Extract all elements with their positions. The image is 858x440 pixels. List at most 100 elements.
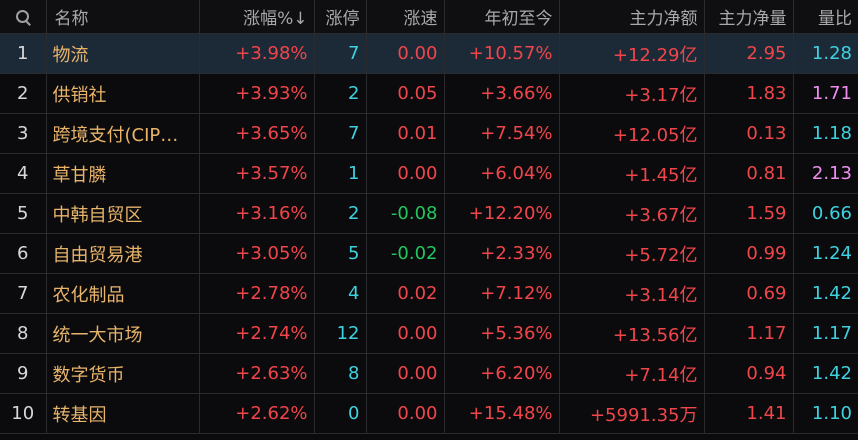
table-header-row: 名称 涨幅%↓ 涨停 涨速 年初至今 主力净额 主力净量 量比 <box>0 0 858 34</box>
main-net-cell: +5991.35万 <box>559 393 705 434</box>
speed-cell: 0.00 <box>366 393 445 434</box>
table-row[interactable]: 5 中韩自贸区 +3.16% 2 -0.08 +12.20% +3.67亿 1.59 0.66 <box>0 193 858 234</box>
main-net-ratio-cell: 2.95 <box>704 33 794 74</box>
speed-cell: 0.00 <box>366 353 445 394</box>
sector-name: 供销社 <box>46 73 200 114</box>
ytd-cell: +12.20% <box>444 193 560 234</box>
volume-ratio-cell: 1.18 <box>793 113 858 154</box>
row-index: 3 <box>0 113 47 154</box>
limit-up-count-cell: 12 <box>314 313 367 354</box>
table-body: 1 物流 +3.98% 7 0.00 +10.57% +12.29亿 2.95 1.28 2 供销社… <box>0 33 858 434</box>
main-net-cell: +3.17亿 <box>559 73 705 114</box>
table-row[interactable]: 1 物流 +3.98% 7 0.00 +10.57% +12.29亿 2.95 1.28 <box>0 33 858 74</box>
change-pct-cell: +3.98% <box>199 33 315 74</box>
ytd-cell: +5.36% <box>444 313 560 354</box>
main-net-ratio-cell: 1.17 <box>704 313 794 354</box>
main-net-cell: +3.14亿 <box>559 273 705 314</box>
limit-up-count-cell: 4 <box>314 273 367 314</box>
volume-ratio-cell: 2.13 <box>793 153 858 194</box>
column-header-limit-up[interactable]: 涨停 <box>314 0 367 34</box>
table-row[interactable]: 10 转基因 +2.62% 0 0.00 +15.48% +5991.35万 1.41 1.10 <box>0 393 858 434</box>
sector-name: 农化制品 <box>46 273 200 314</box>
table-row[interactable]: 4 草甘膦 +3.57% 1 0.00 +6.04% +1.45亿 0.81 2.13 <box>0 153 858 194</box>
row-index: 1 <box>0 33 47 74</box>
column-header-ytd[interactable]: 年初至今 <box>444 0 560 34</box>
table-row[interactable]: 6 自由贸易港 +3.05% 5 -0.02 +2.33% +5.72亿 0.99 1.24 <box>0 233 858 274</box>
table-row[interactable]: 3 跨境支付(CIP… +3.65% 7 0.01 +7.54% +12.05亿 0.13 1.… <box>0 113 858 154</box>
sector-name: 自由贸易港 <box>46 233 200 274</box>
sector-name: 跨境支付(CIP… <box>46 113 200 154</box>
main-net-ratio-cell: 1.59 <box>704 193 794 234</box>
limit-up-count-cell: 1 <box>314 153 367 194</box>
main-net-ratio-cell: 0.69 <box>704 273 794 314</box>
speed-cell: 0.02 <box>366 273 445 314</box>
main-net-cell: +12.05亿 <box>559 113 705 154</box>
column-header-main-net[interactable]: 主力净额 <box>559 0 705 34</box>
volume-ratio-cell: 1.28 <box>793 33 858 74</box>
table-row[interactable]: 7 农化制品 +2.78% 4 0.02 +7.12% +3.14亿 0.69 1.42 <box>0 273 858 314</box>
search-button[interactable] <box>0 0 47 34</box>
main-net-cell: +7.14亿 <box>559 353 705 394</box>
ytd-cell: +6.04% <box>444 153 560 194</box>
limit-up-count-cell: 2 <box>314 73 367 114</box>
main-net-ratio-cell: 0.94 <box>704 353 794 394</box>
ytd-cell: +10.57% <box>444 33 560 74</box>
change-pct-cell: +3.65% <box>199 113 315 154</box>
table-row[interactable]: 8 统一大市场 +2.74% 12 0.00 +5.36% +13.56亿 1.17 1.17 <box>0 313 858 354</box>
ytd-cell: +7.54% <box>444 113 560 154</box>
change-pct-cell: +3.05% <box>199 233 315 274</box>
speed-cell: -0.02 <box>366 233 445 274</box>
change-pct-cell: +2.62% <box>199 393 315 434</box>
speed-cell: -0.08 <box>366 193 445 234</box>
volume-ratio-cell: 1.24 <box>793 233 858 274</box>
search-icon <box>15 9 31 26</box>
limit-up-count-cell: 7 <box>314 113 367 154</box>
row-index: 8 <box>0 313 47 354</box>
sector-name: 草甘膦 <box>46 153 200 194</box>
sector-name: 物流 <box>46 33 200 74</box>
sector-name: 数字货币 <box>46 353 200 394</box>
row-index: 10 <box>0 393 47 434</box>
column-header-name[interactable]: 名称 <box>46 0 200 34</box>
main-net-cell: +1.45亿 <box>559 153 705 194</box>
ytd-cell: +7.12% <box>444 273 560 314</box>
row-index: 5 <box>0 193 47 234</box>
ytd-cell: +6.20% <box>444 353 560 394</box>
speed-cell: 0.00 <box>366 153 445 194</box>
main-net-ratio-cell: 1.83 <box>704 73 794 114</box>
change-pct-cell: +3.16% <box>199 193 315 234</box>
ytd-cell: +2.33% <box>444 233 560 274</box>
volume-ratio-cell: 1.42 <box>793 273 858 314</box>
volume-ratio-cell: 0.66 <box>793 193 858 234</box>
table-row[interactable]: 9 数字货币 +2.63% 8 0.00 +6.20% +7.14亿 0.94 1.42 <box>0 353 858 394</box>
volume-ratio-cell: 1.42 <box>793 353 858 394</box>
speed-cell: 0.00 <box>366 313 445 354</box>
column-header-volume-ratio[interactable]: 量比 <box>793 0 858 34</box>
table-row[interactable]: 2 供销社 +3.93% 2 0.05 +3.66% +3.17亿 1.83 1.71 <box>0 73 858 114</box>
volume-ratio-cell: 1.10 <box>793 393 858 434</box>
sector-name: 转基因 <box>46 393 200 434</box>
column-header-change-pct[interactable]: 涨幅%↓ <box>199 0 315 34</box>
row-index: 4 <box>0 153 47 194</box>
change-pct-cell: +3.57% <box>199 153 315 194</box>
limit-up-count-cell: 0 <box>314 393 367 434</box>
row-index: 7 <box>0 273 47 314</box>
limit-up-count-cell: 7 <box>314 33 367 74</box>
speed-cell: 0.05 <box>366 73 445 114</box>
row-index: 9 <box>0 353 47 394</box>
ytd-cell: +3.66% <box>444 73 560 114</box>
speed-cell: 0.01 <box>366 113 445 154</box>
limit-up-count-cell: 5 <box>314 233 367 274</box>
change-pct-cell: +2.78% <box>199 273 315 314</box>
row-index: 2 <box>0 73 47 114</box>
main-net-ratio-cell: 0.99 <box>704 233 794 274</box>
main-net-cell: +5.72亿 <box>559 233 705 274</box>
main-net-cell: +12.29亿 <box>559 33 705 74</box>
change-pct-cell: +3.93% <box>199 73 315 114</box>
change-pct-cell: +2.74% <box>199 313 315 354</box>
column-header-speed[interactable]: 涨速 <box>366 0 445 34</box>
volume-ratio-cell: 1.17 <box>793 313 858 354</box>
column-header-main-net-ratio[interactable]: 主力净量 <box>704 0 794 34</box>
row-index: 6 <box>0 233 47 274</box>
